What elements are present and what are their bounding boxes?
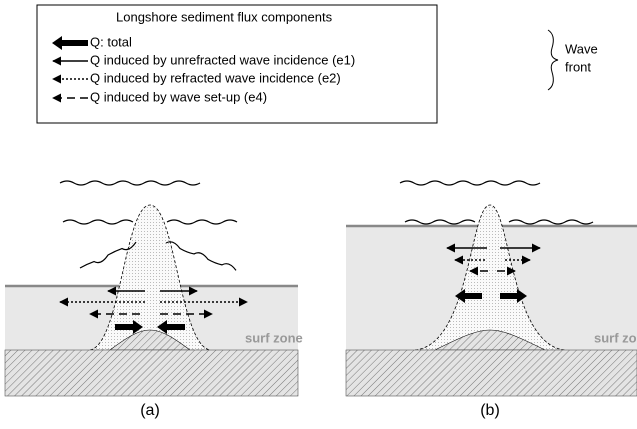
plume	[90, 205, 210, 350]
wave-front	[166, 242, 236, 271]
legend-item: Q: total	[90, 34, 132, 49]
panel-a: surf zone (a)	[5, 205, 303, 419]
legend-item: Q induced by refracted wave incidence (e…	[90, 70, 341, 85]
wave-front	[63, 220, 133, 224]
legend-item: Q induced by unrefracted wave incidence …	[90, 52, 355, 67]
legend-item: Q induced by wave set-up (e4)	[90, 89, 267, 104]
surf-zone-label: surf zone	[594, 330, 637, 345]
surf-zone-label: surf zone	[245, 330, 303, 345]
legend-title: Longshore sediment flux components	[116, 9, 333, 24]
wave-front	[405, 220, 475, 224]
panel-label: (a)	[140, 402, 160, 419]
wave-brace	[548, 30, 558, 90]
wave-front	[400, 181, 540, 185]
panel-b: surf zone (b)	[346, 205, 637, 419]
panel-label: (b)	[480, 402, 500, 419]
diagram: Longshore sediment flux components Q: to…	[0, 0, 637, 429]
beach	[5, 350, 298, 396]
wave-front	[167, 220, 237, 224]
wave-front-label: front	[565, 59, 591, 74]
wave-front-label: Wave	[565, 41, 598, 56]
beach	[346, 350, 637, 396]
wave-front	[509, 220, 593, 224]
wave-front	[60, 181, 200, 185]
legend: Longshore sediment flux components Q: to…	[37, 5, 598, 123]
